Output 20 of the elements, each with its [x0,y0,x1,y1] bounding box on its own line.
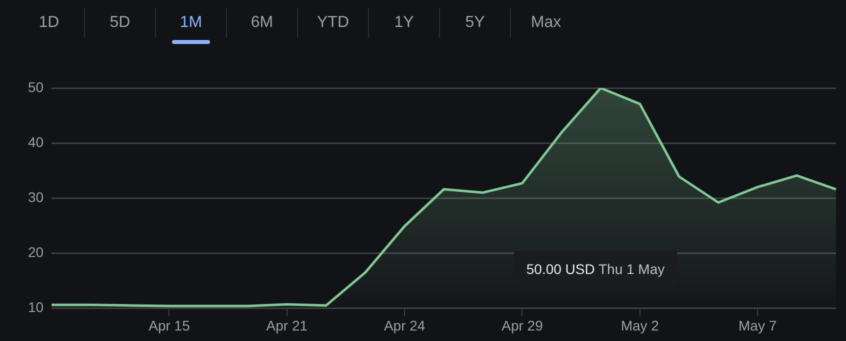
text: YTD [298,8,369,38]
annotation: 50.00 USD Thu 1 May [514,250,677,287]
x-tick-label: Apr 15 [148,317,190,334]
y-tick-label: 40 [28,134,44,150]
x-tick-label: May 2 [620,317,660,334]
text: 1M [156,8,227,38]
text: Max [530,13,562,33]
y-tick-label: 30 [28,188,44,205]
text: 5D [85,8,156,38]
text: 1D [14,8,85,38]
x-tick-label: Apr 24 [384,317,426,334]
y-tick-label: 10 [28,299,44,316]
text: 1Y [369,8,440,38]
y-tick-label: 20 [28,244,44,260]
x-tick-label: May 7 [738,317,777,334]
x-tick-label: Apr 21 [266,317,308,334]
y-tick-label: 50 [28,78,44,95]
text: 5Y [440,8,511,38]
text: 6M [227,8,298,38]
x-tick-label: Apr 29 [502,317,544,334]
